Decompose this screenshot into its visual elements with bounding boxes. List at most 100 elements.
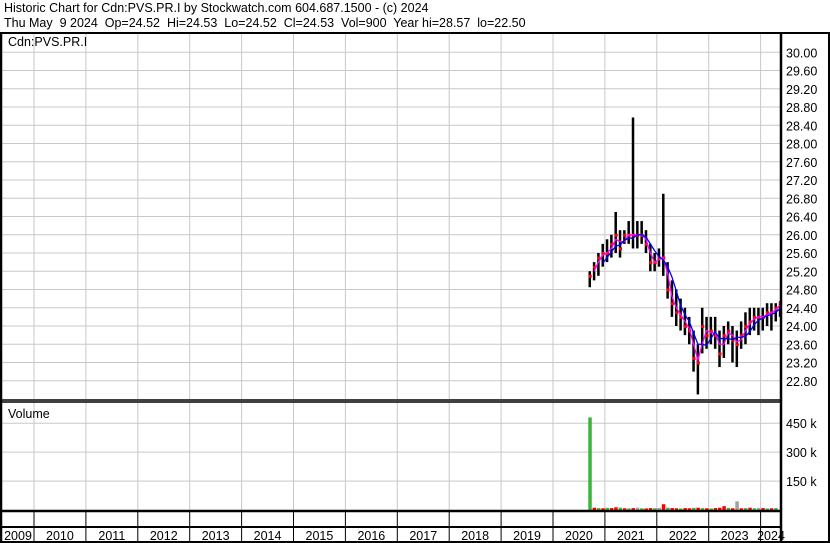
year-label: 2011: [98, 529, 125, 543]
volume-bar: [631, 508, 636, 510]
close-marker: [683, 325, 687, 328]
volume-bar: [774, 508, 778, 510]
year-label: 2022: [669, 529, 697, 543]
price-tick-label: 25.60: [786, 247, 817, 261]
year-axis: 2009 2010 2011 2012 2013 2014 2015 2016 2017 2018…: [4, 529, 785, 543]
year-label: 2009: [4, 529, 32, 543]
volume-bar: [601, 508, 605, 510]
year-label: 2019: [513, 529, 541, 543]
year-label: 2012: [150, 529, 178, 543]
chart-title: Historic Chart for Cdn:PVS.PR.I by Stock…: [4, 1, 429, 15]
close-marker: [601, 252, 605, 255]
volume-bars: [588, 417, 783, 510]
close-marker: [657, 256, 661, 260]
close-marker: [735, 343, 739, 347]
price-tick-label: 28.40: [786, 119, 817, 133]
price-bars: [588, 117, 783, 395]
close-marker: [649, 261, 653, 265]
close-marker: [766, 311, 770, 315]
volume-bar: [696, 507, 700, 510]
symbol-label: Cdn:PVS.PR.I: [8, 35, 87, 49]
close-marker: [606, 252, 610, 255]
close-marker: [722, 334, 726, 338]
volume-bar: [761, 508, 765, 510]
close-marker: [701, 325, 705, 328]
volume-bar: [614, 507, 618, 510]
volume-bar: [765, 508, 770, 510]
volume-bar: [687, 508, 692, 510]
volume-bar: [705, 508, 709, 510]
volume-bar: [644, 508, 648, 510]
close-marker: [666, 288, 670, 292]
volume-bar: [739, 508, 744, 510]
year-label: 2020: [565, 529, 593, 543]
volume-bar: [605, 507, 610, 510]
price-tick-label: 26.00: [786, 229, 817, 243]
volume-bar: [622, 508, 627, 510]
close-marker: [740, 334, 744, 338]
close-marker: [753, 315, 757, 319]
volume-bar: [748, 507, 752, 510]
close-marker: [670, 302, 674, 306]
close-marker: [744, 325, 748, 328]
volume-bar: [592, 507, 597, 510]
volume-bar: [596, 508, 601, 510]
volume-tick-label: 150 k: [786, 475, 817, 489]
price-axis: 30.00 29.60 29.20 28.80 28.40 28.00 27.60 27.20…: [786, 46, 817, 389]
moving-averages: [593, 234, 781, 363]
close-marker: [653, 261, 657, 265]
volume-axis: 150 k 300 k 450 k: [786, 417, 817, 489]
price-tick-label: 27.60: [786, 156, 817, 170]
close-marker: [593, 265, 597, 269]
volume-bar: [653, 508, 657, 510]
volume-bar: [627, 508, 631, 510]
volume-bar: [769, 508, 774, 510]
price-tick-label: 22.80: [786, 375, 817, 389]
year-label: 2024: [757, 529, 785, 543]
volume-bar: [726, 507, 731, 510]
volume-bar: [588, 417, 592, 510]
volume-bar: [657, 507, 661, 510]
volume-bar: [718, 507, 722, 510]
price-tick-label: 27.20: [786, 174, 817, 188]
volume-bar: [713, 508, 718, 510]
year-label: 2017: [409, 529, 437, 543]
close-marker: [588, 274, 592, 278]
volume-label: Volume: [8, 407, 50, 421]
year-label: 2015: [306, 529, 334, 543]
volume-bar: [683, 508, 687, 510]
close-marker: [705, 334, 709, 338]
price-tick-label: 28.00: [786, 138, 817, 152]
volume-bar: [700, 508, 705, 510]
volume-bar: [635, 507, 640, 510]
volume-bar: [666, 507, 670, 510]
volume-bar: [709, 508, 713, 510]
volume-bar: [730, 508, 735, 510]
year-label: 2016: [357, 529, 385, 543]
price-tick-label: 29.60: [786, 65, 817, 79]
volume-tick-label: 450 k: [786, 417, 817, 431]
price-tick-label: 26.80: [786, 192, 817, 206]
short-moving-average-line: [593, 234, 781, 363]
year-label: 2018: [461, 529, 489, 543]
volume-bar: [640, 508, 644, 510]
quote-summary: Thu May 9 2024 Op=24.52 Hi=24.53 Lo=24.5…: [4, 16, 526, 30]
volume-bar: [670, 508, 674, 510]
close-marker: [619, 247, 623, 251]
close-marker: [614, 233, 618, 237]
close-marker: [727, 329, 731, 333]
price-tick-label: 24.00: [786, 320, 817, 334]
volume-tick-label: 300 k: [786, 446, 817, 460]
year-label: 2014: [254, 529, 282, 543]
close-marker: [731, 338, 735, 342]
close-marker: [774, 306, 778, 310]
close-marker: [696, 361, 700, 365]
long-moving-average-line: [602, 234, 781, 347]
close-marker: [692, 356, 696, 360]
year-label: 2023: [721, 529, 749, 543]
close-marker: [770, 311, 774, 315]
close-marker: [718, 352, 722, 356]
close-marker: [675, 311, 679, 315]
price-tick-label: 24.40: [786, 302, 817, 316]
